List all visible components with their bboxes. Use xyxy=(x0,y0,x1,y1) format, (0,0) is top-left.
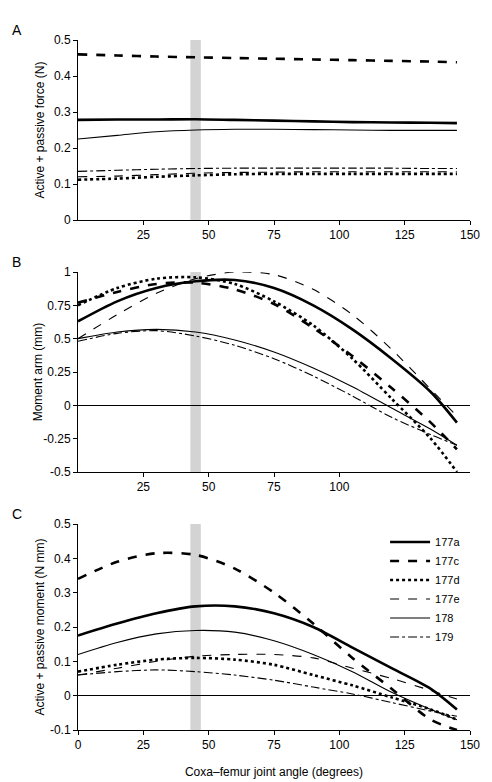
svg-text:50: 50 xyxy=(202,738,216,752)
svg-text:B: B xyxy=(12,254,21,270)
svg-text:25: 25 xyxy=(137,228,151,242)
svg-text:C: C xyxy=(12,506,22,522)
svg-text:75: 75 xyxy=(267,480,281,494)
svg-text:0.3: 0.3 xyxy=(54,105,71,119)
svg-text:177d: 177d xyxy=(435,574,459,586)
svg-text:0.2: 0.2 xyxy=(54,141,71,155)
svg-text:125: 125 xyxy=(395,738,415,752)
svg-text:-0.1: -0.1 xyxy=(50,723,71,737)
svg-text:125: 125 xyxy=(395,228,415,242)
svg-text:100: 100 xyxy=(329,480,349,494)
svg-text:100: 100 xyxy=(329,738,349,752)
svg-text:Moment arm (mm): Moment arm (mm) xyxy=(31,323,45,422)
svg-text:0.25: 0.25 xyxy=(47,365,71,379)
svg-text:179: 179 xyxy=(435,631,453,643)
svg-text:Active + passive force (N): Active + passive force (N) xyxy=(33,61,47,198)
svg-text:177a: 177a xyxy=(435,536,460,548)
svg-text:0.5: 0.5 xyxy=(54,33,71,47)
svg-text:A: A xyxy=(12,22,22,38)
svg-text:50: 50 xyxy=(202,228,216,242)
svg-text:75: 75 xyxy=(267,738,281,752)
svg-text:0.1: 0.1 xyxy=(54,177,71,191)
svg-text:50: 50 xyxy=(202,480,216,494)
svg-text:0: 0 xyxy=(64,399,71,413)
svg-text:0.1: 0.1 xyxy=(54,655,71,669)
svg-text:177e: 177e xyxy=(435,593,459,605)
svg-text:Coxa–femur joint angle (degree: Coxa–femur joint angle (degrees) xyxy=(185,765,363,779)
svg-text:0.5: 0.5 xyxy=(54,332,71,346)
svg-text:-0.25: -0.25 xyxy=(43,432,71,446)
svg-text:25: 25 xyxy=(137,738,151,752)
svg-text:0.3: 0.3 xyxy=(54,586,71,600)
svg-text:0.2: 0.2 xyxy=(54,620,71,634)
svg-text:-0.5: -0.5 xyxy=(50,465,71,479)
svg-text:177c: 177c xyxy=(435,555,459,567)
svg-text:0: 0 xyxy=(64,689,71,703)
svg-text:1: 1 xyxy=(64,265,71,279)
svg-text:0.75: 0.75 xyxy=(47,299,71,313)
svg-text:178: 178 xyxy=(435,612,453,624)
svg-text:Active + passive moment (N mm): Active + passive moment (N mm) xyxy=(33,538,47,715)
svg-text:0: 0 xyxy=(75,738,82,752)
svg-text:0.5: 0.5 xyxy=(54,517,71,531)
svg-text:150: 150 xyxy=(460,738,480,752)
svg-text:75: 75 xyxy=(267,228,281,242)
svg-text:0.4: 0.4 xyxy=(54,552,71,566)
svg-text:0: 0 xyxy=(64,213,71,227)
svg-text:25: 25 xyxy=(137,480,151,494)
svg-text:100: 100 xyxy=(329,228,349,242)
svg-text:0.4: 0.4 xyxy=(54,69,71,83)
svg-text:150: 150 xyxy=(460,228,480,242)
